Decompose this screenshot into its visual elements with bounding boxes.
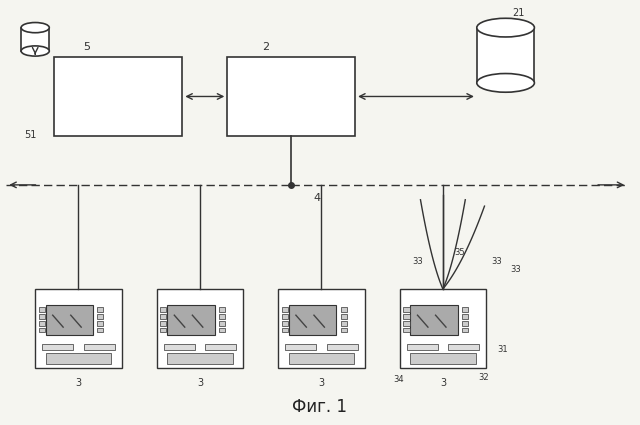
FancyBboxPatch shape (42, 344, 73, 350)
FancyBboxPatch shape (400, 289, 486, 368)
FancyBboxPatch shape (160, 307, 166, 312)
FancyBboxPatch shape (38, 307, 45, 312)
FancyBboxPatch shape (160, 321, 166, 326)
Text: 34: 34 (393, 374, 404, 384)
Text: 33: 33 (492, 257, 502, 266)
FancyBboxPatch shape (282, 307, 288, 312)
Text: 3: 3 (76, 378, 81, 388)
FancyBboxPatch shape (289, 305, 336, 334)
FancyBboxPatch shape (227, 57, 355, 136)
Text: 2: 2 (262, 42, 269, 52)
FancyBboxPatch shape (278, 289, 365, 368)
FancyBboxPatch shape (157, 289, 243, 368)
FancyBboxPatch shape (462, 328, 468, 332)
FancyBboxPatch shape (167, 305, 214, 334)
FancyBboxPatch shape (219, 307, 225, 312)
FancyBboxPatch shape (219, 321, 225, 326)
Text: 3: 3 (440, 378, 446, 388)
FancyBboxPatch shape (38, 328, 45, 332)
FancyBboxPatch shape (282, 321, 288, 326)
Text: 5: 5 (83, 42, 90, 52)
FancyBboxPatch shape (219, 328, 225, 332)
FancyBboxPatch shape (167, 353, 233, 365)
FancyBboxPatch shape (289, 353, 355, 365)
FancyBboxPatch shape (97, 314, 104, 319)
FancyBboxPatch shape (477, 28, 534, 83)
FancyBboxPatch shape (54, 57, 182, 136)
Text: 32: 32 (479, 373, 490, 382)
Text: 3: 3 (319, 378, 324, 388)
FancyBboxPatch shape (462, 307, 468, 312)
FancyBboxPatch shape (45, 305, 93, 334)
FancyBboxPatch shape (340, 321, 347, 326)
FancyBboxPatch shape (410, 305, 458, 334)
Text: 4: 4 (314, 193, 321, 204)
FancyBboxPatch shape (403, 328, 410, 332)
Text: 21: 21 (512, 8, 524, 18)
Text: 33: 33 (510, 265, 520, 274)
FancyBboxPatch shape (340, 314, 347, 319)
FancyBboxPatch shape (403, 321, 410, 326)
FancyBboxPatch shape (38, 314, 45, 319)
FancyBboxPatch shape (35, 289, 122, 368)
FancyBboxPatch shape (327, 344, 358, 350)
FancyBboxPatch shape (21, 28, 49, 51)
FancyBboxPatch shape (97, 328, 104, 332)
FancyBboxPatch shape (205, 344, 236, 350)
Text: 51: 51 (24, 130, 36, 140)
FancyBboxPatch shape (340, 328, 347, 332)
FancyBboxPatch shape (45, 353, 111, 365)
FancyBboxPatch shape (410, 353, 476, 365)
FancyBboxPatch shape (282, 328, 288, 332)
FancyBboxPatch shape (97, 307, 104, 312)
Ellipse shape (477, 18, 534, 37)
FancyBboxPatch shape (340, 307, 347, 312)
FancyBboxPatch shape (403, 314, 410, 319)
FancyBboxPatch shape (84, 344, 115, 350)
Ellipse shape (21, 23, 49, 33)
FancyBboxPatch shape (282, 314, 288, 319)
FancyBboxPatch shape (38, 321, 45, 326)
FancyBboxPatch shape (462, 314, 468, 319)
FancyBboxPatch shape (219, 314, 225, 319)
FancyBboxPatch shape (449, 344, 479, 350)
Text: 33: 33 (412, 257, 422, 266)
FancyBboxPatch shape (164, 344, 195, 350)
Text: 31: 31 (497, 345, 508, 354)
FancyBboxPatch shape (403, 307, 410, 312)
FancyBboxPatch shape (285, 344, 316, 350)
Text: Фиг. 1: Фиг. 1 (292, 399, 348, 416)
Text: 3: 3 (197, 378, 203, 388)
FancyBboxPatch shape (462, 321, 468, 326)
FancyBboxPatch shape (160, 314, 166, 319)
Text: 35: 35 (454, 248, 465, 257)
FancyBboxPatch shape (407, 344, 438, 350)
FancyBboxPatch shape (160, 328, 166, 332)
Ellipse shape (21, 46, 49, 56)
FancyBboxPatch shape (97, 321, 104, 326)
Ellipse shape (477, 74, 534, 92)
